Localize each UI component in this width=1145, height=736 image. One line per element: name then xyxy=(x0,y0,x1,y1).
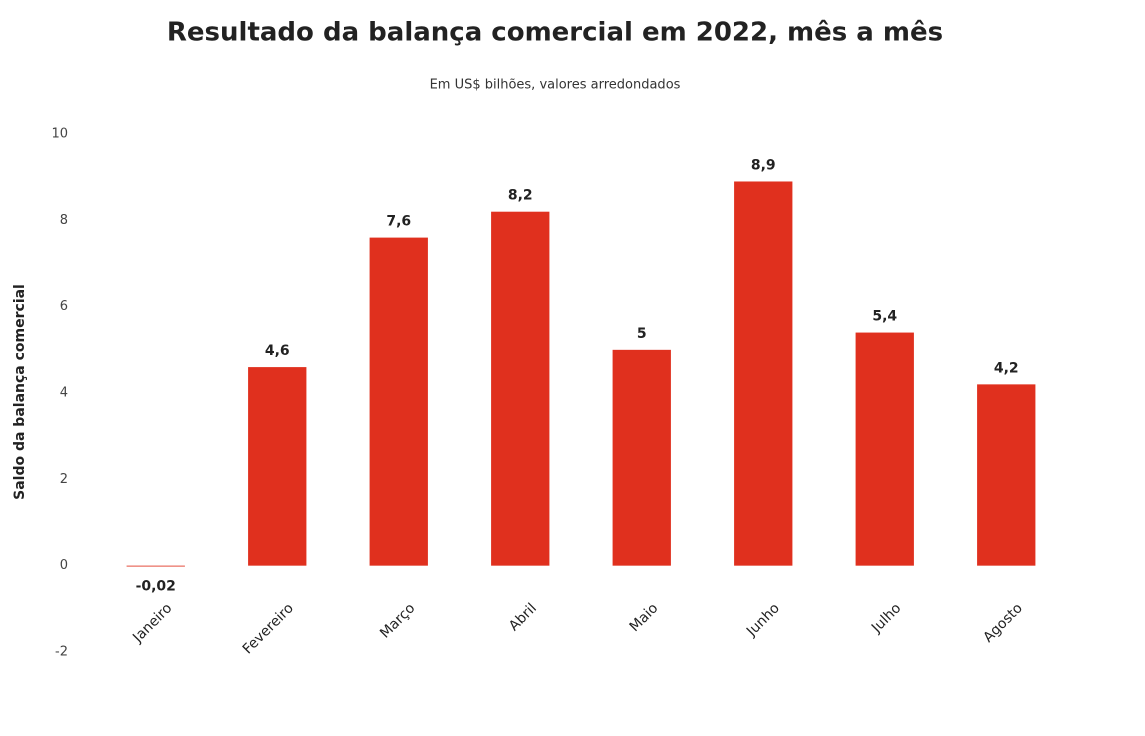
y-tick-label: 0 xyxy=(60,558,68,573)
bar xyxy=(126,565,185,567)
value-label: 7,6 xyxy=(386,214,411,230)
bar xyxy=(612,349,671,566)
y-axis-label: Saldo da balança comercial xyxy=(12,284,28,500)
bar xyxy=(734,181,793,566)
value-label: 8,9 xyxy=(751,157,776,173)
chart-title: Resultado da balança comercial em 2022, … xyxy=(167,18,943,48)
bar xyxy=(369,237,428,566)
x-tick-label: Abril xyxy=(506,600,540,634)
x-tick-label: Junho xyxy=(743,600,783,640)
value-label: 8,2 xyxy=(508,188,533,204)
value-label: 5,4 xyxy=(872,309,897,325)
bar xyxy=(491,211,550,566)
y-tick-label: 4 xyxy=(60,386,68,401)
bar xyxy=(248,367,307,566)
y-tick-label: -2 xyxy=(55,645,68,660)
value-label: 4,2 xyxy=(994,360,1019,376)
x-tick-label: Março xyxy=(377,600,418,641)
y-tick-label: 10 xyxy=(51,127,68,142)
y-tick-label: 6 xyxy=(60,299,68,314)
x-tick-label: Julho xyxy=(868,600,904,636)
value-label: -0,02 xyxy=(136,579,176,595)
chart-subtitle: Em US$ bilhões, valores arredondados xyxy=(430,78,681,93)
y-tick-label: 8 xyxy=(60,213,68,228)
x-tick-label: Agosto xyxy=(980,600,1026,646)
x-tick-label: Janeiro xyxy=(129,600,175,646)
value-label: 4,6 xyxy=(265,343,290,359)
bar xyxy=(855,332,914,566)
x-tick-label: Maio xyxy=(627,600,662,635)
x-tick-label: Fevereiro xyxy=(240,600,297,657)
bar xyxy=(977,384,1036,566)
y-tick-label: 2 xyxy=(60,472,68,487)
value-label: 5 xyxy=(637,326,647,342)
